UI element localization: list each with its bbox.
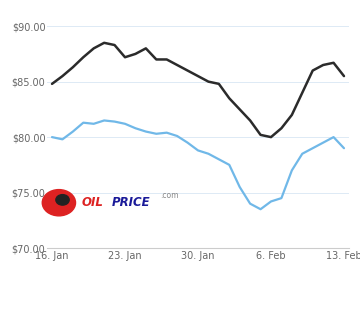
Text: PRICE: PRICE	[112, 196, 150, 209]
Circle shape	[42, 190, 76, 216]
Text: OIL: OIL	[82, 196, 103, 209]
Circle shape	[56, 195, 69, 205]
Text: .com: .com	[160, 191, 179, 200]
